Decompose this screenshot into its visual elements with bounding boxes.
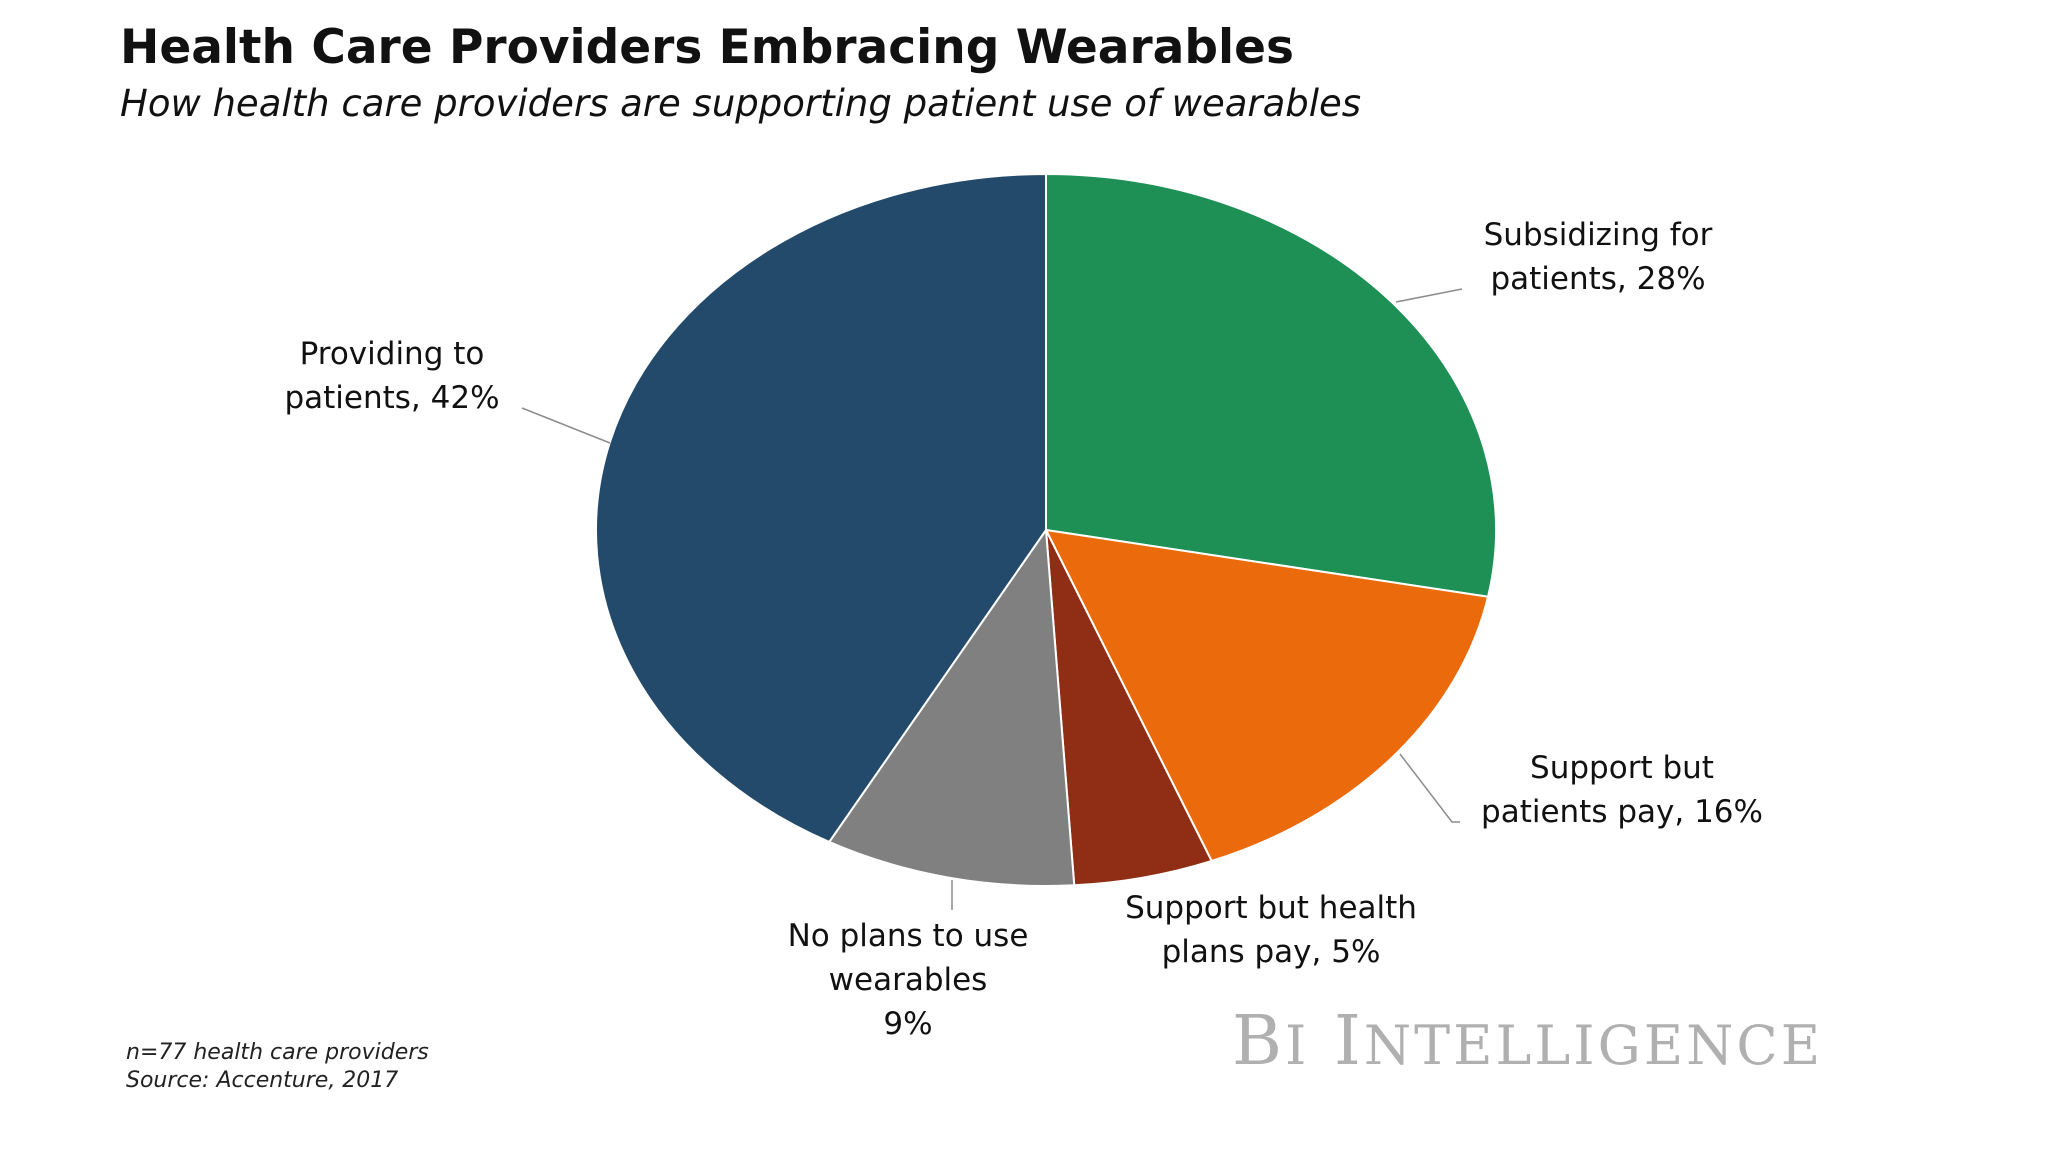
bi-intelligence-logo: BI INTELLIGENCE (1232, 1002, 1824, 1081)
leader-lines (521, 288, 1463, 910)
slice-label-support-but-health-plans-pay: Support but health plans pay, 5% (1125, 890, 1417, 970)
footnote-sample-size: n=77 health care providers (126, 1040, 429, 1065)
leader-line-2 (1399, 753, 1460, 823)
pie-slice-providing-to-patients (595, 172, 1047, 844)
pie-slice-no-plans-to-use-wearables (827, 527, 1076, 887)
leader-line-5 (521, 407, 611, 444)
leader-line-1 (1395, 288, 1463, 303)
chart-title: Health Care Providers Embracing Wearable… (120, 20, 1294, 75)
pie-slice-subsidizing-for-patients (1045, 172, 1497, 598)
slice-label-no-plans-to-use-wearables: No plans to use wearables 9% (788, 918, 1029, 1042)
pie-slices (595, 172, 1497, 887)
pie-slice-support-but-patients-pay (1044, 528, 1490, 863)
footnote-source: Source: Accenture, 2017 (126, 1068, 399, 1093)
slice-label-subsidizing-for-patients: Subsidizing for patients, 28% (1484, 217, 1713, 297)
slice-labels: Subsidizing for patients, 28% Support but p… (284, 217, 1763, 1042)
slice-label-support-but-patients-pay: Support but patients pay, 16% (1481, 750, 1763, 830)
chart-subtitle: How health care providers are supporting… (120, 82, 1362, 125)
slice-label-providing-to-patients: Providing to patients, 42% (284, 336, 499, 416)
